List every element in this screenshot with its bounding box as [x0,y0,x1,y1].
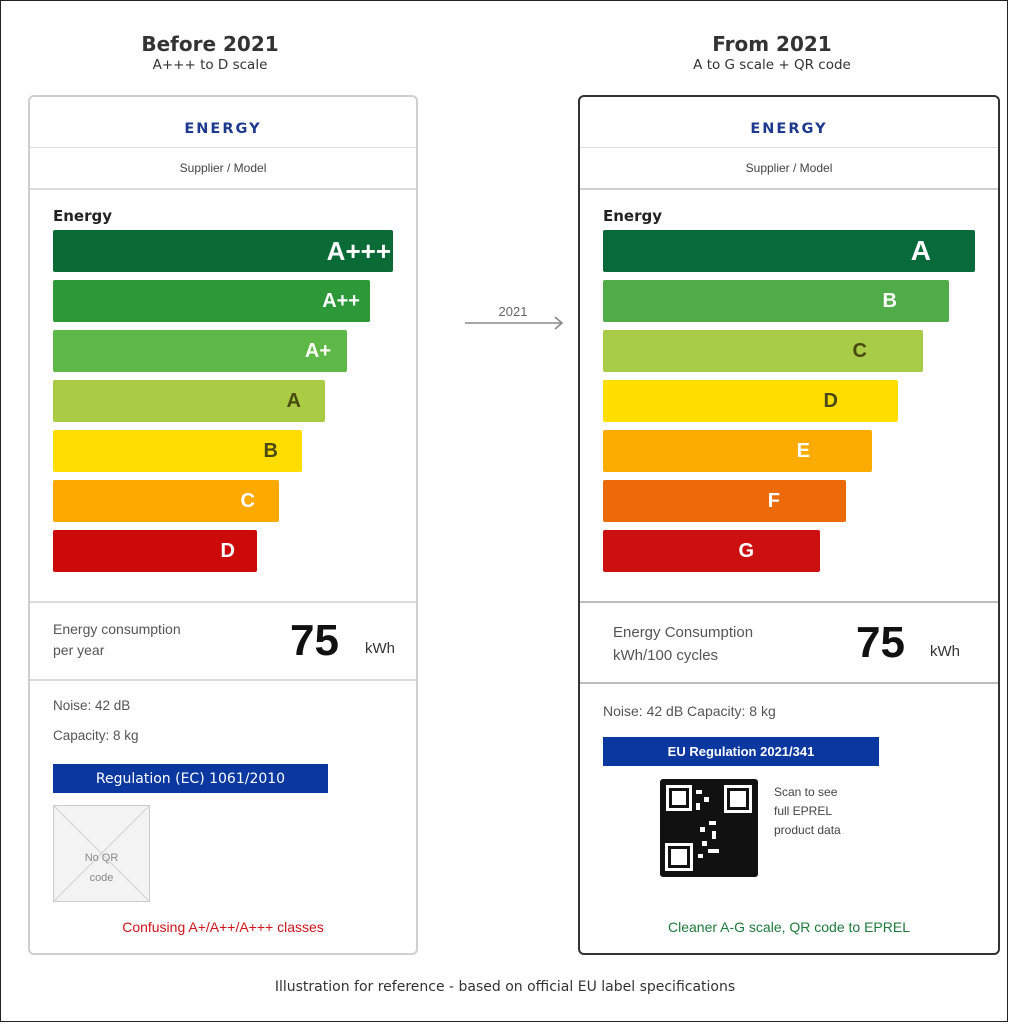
consumption-value: 75 [856,618,905,667]
consumption-label-line1: Energy consumption [53,621,181,637]
transition-arrow-icon [465,316,564,330]
right-subheading: A to G scale + QR code [693,57,851,73]
supplier-model: Supplier / Model [580,147,998,190]
energy-class-bar-f: F [603,480,846,522]
energy-class-bar-d: D [53,530,257,572]
noise-text: Noise: 42 dB [53,698,131,713]
qr-code [660,779,758,877]
capacity-text: Capacity: 8 kg [53,728,139,743]
consumption-unit: kWh [365,640,395,657]
divider [30,601,416,603]
left-heading: Before 2021 [141,32,279,56]
energy-class-bar-aplus: A+ [53,330,347,372]
left-subheading: A+++ to D scale [152,57,268,73]
qr-caption-line1: Scan to see [774,785,838,799]
regulation-badge: Regulation (EC) 1061/2010 [53,764,328,793]
consumption-label-line1: Energy Consumption [613,624,754,641]
no-qr-text: No QR code [54,848,149,888]
energy-class-bar-g: G [603,530,820,572]
energy-class-bar-c: C [53,480,279,522]
energy-header: ENERGY [184,121,262,137]
consumption-label-line2: per year [53,642,105,658]
energy-class-bar-a: A [603,230,975,272]
right-footnote: Cleaner A-G scale, QR code to EPREL [668,919,910,935]
consumption-value: 75 [290,616,339,665]
no-qr-placeholder: No QR code [53,805,150,902]
qr-caption: Scan to see full EPREL product data [774,783,841,840]
energy-class-bar-b: B [53,430,302,472]
consumption-label-line2: kWh/100 cycles [613,647,719,664]
transition-year: 2021 [498,304,528,319]
label-before-2021: ENERGY Supplier / Model Energy A+++ A++ A+… [28,95,418,955]
crossed-box-icon [54,806,149,901]
qr-code-icon [665,785,752,871]
energy-class-bar-c: C [603,330,923,372]
consumption-label: Energy consumption per year [53,619,181,661]
qr-caption-line3: product data [774,823,841,837]
consumption-label: Energy Consumption kWh/100 cycles [613,621,753,667]
energy-class-bar-b: B [603,280,949,322]
divider [580,682,998,684]
regulation-badge: EU Regulation 2021/341 [603,737,879,766]
energy-scale-title: Energy [53,207,113,225]
qr-caption-line2: full EPREL [774,804,833,818]
energy-class-bar-e: E [603,430,872,472]
divider [580,601,998,603]
left-heading-block: Before 2021 A+++ to D scale [60,32,360,73]
noise-capacity-text: Noise: 42 dB Capacity: 8 kg [603,703,776,719]
consumption-unit: kWh [930,643,960,660]
right-heading: From 2021 [712,32,832,56]
divider [30,679,416,681]
figure-caption: Illustration for reference - based on of… [274,979,736,995]
energy-class-bar-d: D [603,380,898,422]
energy-class-bar-aplusplus: A++ [53,280,370,322]
energy-scale-title: Energy [603,207,663,225]
no-qr-line2: code [89,872,114,884]
no-qr-line1: No QR [84,852,119,864]
energy-class-bar-aplusplusplus: A+++ [53,230,393,272]
supplier-model: Supplier / Model [30,147,416,190]
right-heading-block: From 2021 A to G scale + QR code [622,32,922,73]
energy-class-bar-a: A [53,380,325,422]
left-footnote: Confusing A+/A++/A+++ classes [122,919,324,935]
energy-header: ENERGY [750,121,828,137]
